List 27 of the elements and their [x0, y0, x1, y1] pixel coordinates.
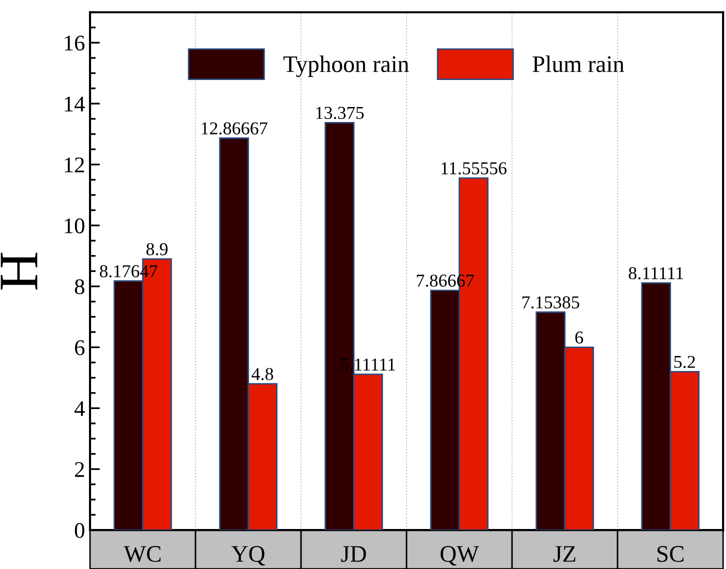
legend-label: Plum rain	[532, 56, 624, 72]
y-tick-label: 6	[75, 340, 84, 356]
y-tick-label: 0	[74, 522, 84, 538]
x-tick-label: SC	[657, 546, 684, 562]
x-tick-label: YQ	[232, 546, 265, 566]
data-label: 13.375	[316, 106, 364, 120]
x-tick-label: JZ	[554, 546, 576, 562]
data-label: 8.9	[146, 243, 168, 256]
y-axis-title: H	[0, 252, 38, 290]
data-label: 5.2	[674, 356, 695, 368]
data-label: 7.15385	[522, 296, 580, 309]
y-tick-label: 12	[64, 158, 84, 172]
y-tick-label: 10	[64, 218, 84, 234]
y-tick-label: 8	[74, 279, 84, 294]
data-label: 12.86667	[202, 122, 268, 135]
data-label: 6	[575, 331, 584, 344]
x-tick-label: WC	[124, 546, 160, 562]
y-tick-label: 2	[75, 462, 84, 477]
y-tick-label: 16	[64, 36, 84, 51]
x-tick-label: QW	[440, 546, 479, 566]
y-tick-label: 4	[74, 401, 85, 416]
y-tick-label: 14	[64, 96, 85, 112]
data-label: 11.55556	[442, 162, 507, 174]
x-tick-label: JD	[341, 546, 366, 562]
data-label: 4.8	[252, 368, 274, 380]
data-label: 8.11111	[628, 267, 683, 280]
legend-label: Typhoon rain	[283, 56, 409, 78]
